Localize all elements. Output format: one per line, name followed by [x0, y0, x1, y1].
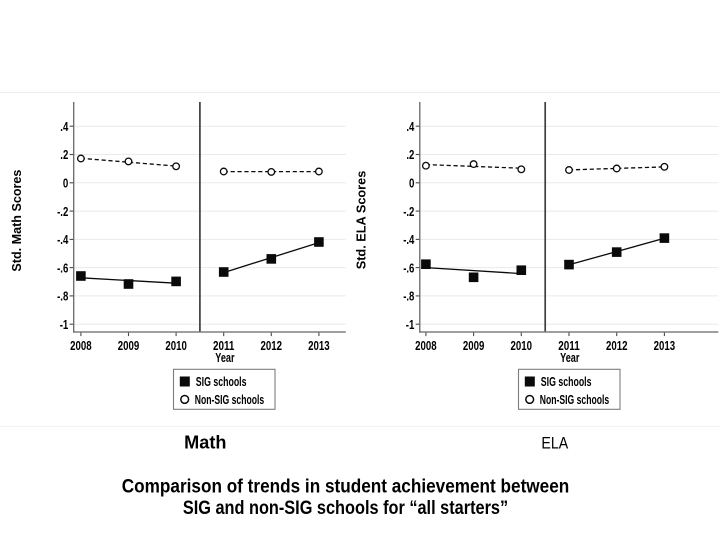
svg-text:SIG schools: SIG schools	[541, 374, 592, 389]
svg-text:2012: 2012	[606, 338, 628, 353]
svg-text:0: 0	[63, 176, 68, 191]
svg-text:ELA: ELA	[541, 435, 568, 453]
svg-text:2013: 2013	[654, 338, 676, 353]
svg-text:2008: 2008	[415, 338, 437, 353]
svg-text:.2: .2	[406, 147, 414, 162]
svg-text:Math: Math	[184, 432, 226, 452]
svg-text:-.4: -.4	[57, 232, 69, 247]
svg-text:2008: 2008	[70, 338, 92, 353]
svg-text:SIG and non-SIG schools for “a: SIG and non-SIG schools for “all starter…	[183, 498, 508, 519]
svg-text:-.6: -.6	[403, 260, 414, 275]
svg-text:Non-SIG schools: Non-SIG schools	[540, 392, 609, 407]
svg-text:Year: Year	[560, 350, 579, 365]
svg-text:Non-SIG schools: Non-SIG schools	[195, 392, 264, 407]
svg-text:-.2: -.2	[403, 204, 414, 219]
svg-text:2009: 2009	[463, 338, 485, 353]
svg-text:Std. Math Scores: Std. Math Scores	[9, 170, 24, 272]
svg-text:2010: 2010	[165, 338, 187, 353]
svg-text:-1: -1	[60, 317, 69, 332]
svg-text:-.2: -.2	[57, 204, 68, 219]
svg-text:2012: 2012	[261, 338, 283, 353]
svg-text:2011: 2011	[558, 338, 580, 353]
svg-text:Std. ELA Scores: Std. ELA Scores	[353, 171, 368, 270]
svg-text:SIG schools: SIG schools	[196, 374, 247, 389]
svg-text:.4: .4	[406, 119, 415, 134]
svg-text:-.4: -.4	[403, 232, 415, 247]
svg-text:-.6: -.6	[57, 260, 68, 275]
svg-text:2010: 2010	[511, 338, 533, 353]
svg-text:-.8: -.8	[403, 289, 414, 304]
svg-text:Year: Year	[215, 350, 234, 365]
svg-text:2009: 2009	[118, 338, 140, 353]
svg-text:-.8: -.8	[57, 289, 68, 304]
svg-text:-1: -1	[406, 317, 415, 332]
svg-text:2011: 2011	[213, 338, 235, 353]
svg-text:0: 0	[409, 176, 414, 191]
svg-text:.2: .2	[60, 147, 68, 162]
svg-text:2013: 2013	[308, 338, 330, 353]
svg-text:.4: .4	[60, 119, 69, 134]
svg-text:Comparison of trends in studen: Comparison of trends in student achievem…	[122, 476, 570, 497]
